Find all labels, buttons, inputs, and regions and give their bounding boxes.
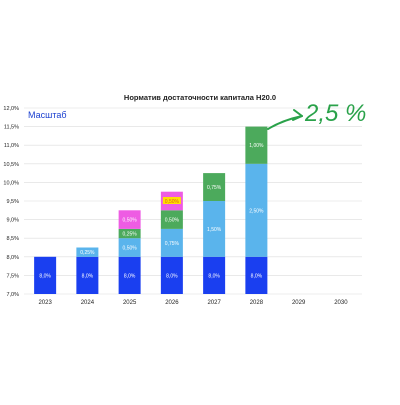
data-label: 0,25% [123,232,138,238]
bars: 8,0% 8,0% 0,25% 8,0% 0,50% 0,25% 0,50% 8,0% 0,75… [34,126,268,294]
bar-segment [118,210,141,229]
data-label: 1,50% [207,227,222,233]
bar-segment [203,201,226,257]
data-label: 0,75% [207,185,222,191]
scale-label: Масштаб [28,110,67,120]
annotation-text: 2,5 % [304,100,366,127]
y-tick-label: 11,5% [4,125,19,131]
bar-segment [76,256,99,294]
data-label: 8,0% [208,273,220,279]
bar-segment [118,228,141,239]
bar-segment [245,256,268,294]
label-highlight [162,197,181,204]
bar-segment [160,256,183,294]
y-tick-label: 8,5% [6,236,19,242]
y-tick-label: 9,5% [6,199,19,205]
data-label: 2,50% [249,208,264,214]
x-tick-label: 2030 [334,300,348,306]
data-label: 1,00% [249,143,264,149]
x-tick-label: 2025 [123,300,137,306]
y-tick-label: 7,5% [6,273,19,279]
bar-segment [203,173,226,201]
data-label: 0,75% [165,241,180,247]
x-tick-label: 2027 [207,300,221,306]
data-label: 8,0% [166,273,178,279]
data-label: 8,0% [124,273,136,279]
y-tick-label: 7,0% [6,292,19,298]
data-label: 8,0% [251,273,263,279]
y-axis-ticks: 7,0% 7,5% 8,0% 8,5% 9,0% 9,5% 10,0% 10,5% 11,0% 1… [3,106,19,298]
data-label: 0,25% [80,250,95,256]
x-tick-label: 2023 [38,300,52,306]
bar-segment [203,256,226,294]
bar-segment [118,238,141,257]
x-axis-ticks: 2023 2024 2025 2026 2027 2028 2029 2030 [38,300,348,306]
bar-segment [245,126,268,164]
bar-segment [76,247,99,257]
x-tick-label: 2029 [292,300,306,306]
x-tick-label: 2026 [165,300,179,306]
chart-title: Норматив достаточности капитала Н20.0 [124,93,276,102]
bar-segment [160,210,183,229]
gridlines [24,107,362,295]
y-tick-label: 12,0% [3,106,19,112]
bar-segment [245,163,268,257]
bar-segment [34,256,57,294]
data-label: 0,50% [123,246,138,252]
x-tick-label: 2028 [250,300,264,306]
y-tick-label: 11,0% [4,143,19,149]
data-label: 0,50% [123,218,138,224]
y-tick-label: 10,0% [3,180,19,186]
data-label: 0,50% [165,218,180,224]
y-tick-label: 10,5% [3,162,19,168]
annotation-arrowhead [292,109,303,121]
handwritten-annotation: 2,5 % [267,100,366,130]
y-tick-label: 9,0% [6,218,19,224]
data-label: 0,50% [165,199,180,205]
y-tick-label: 8,0% [6,255,19,261]
data-label: 8,0% [39,273,51,279]
x-tick-label: 2024 [81,300,95,306]
bar-segment [160,228,183,257]
data-label: 8,0% [82,273,94,279]
bar-segment [118,256,141,294]
